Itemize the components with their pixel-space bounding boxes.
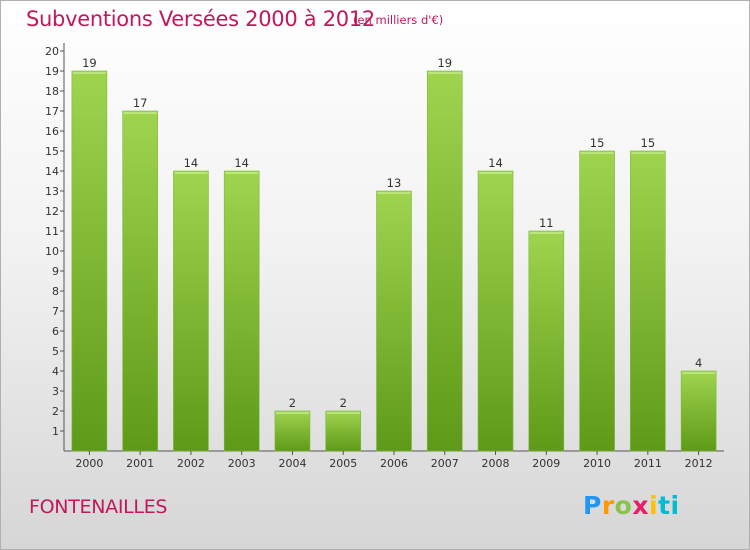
x-tick-label: 2001 xyxy=(126,457,154,470)
value-label: 11 xyxy=(539,216,554,230)
y-tick-label: 9 xyxy=(52,265,59,278)
y-tick-label: 17 xyxy=(45,105,59,118)
bar-highlight xyxy=(326,412,360,414)
y-tick-label: 5 xyxy=(52,345,59,358)
x-tick-label: 2012 xyxy=(685,457,713,470)
y-tick-label: 7 xyxy=(52,305,59,318)
y-tick-label: 14 xyxy=(45,165,59,178)
x-tick-label: 2005 xyxy=(329,457,357,470)
x-tick-label: 2002 xyxy=(177,457,205,470)
x-tick-label: 2003 xyxy=(228,457,256,470)
bar-2007 xyxy=(426,70,463,452)
bar-2011 xyxy=(630,150,666,452)
y-tick-label: 15 xyxy=(45,145,59,158)
value-label: 15 xyxy=(641,136,656,150)
y-tick-label: 13 xyxy=(45,185,59,198)
y-tick-label: 18 xyxy=(45,85,59,98)
bar-2002 xyxy=(173,170,209,452)
value-label: 14 xyxy=(488,156,503,170)
value-label: 13 xyxy=(387,176,402,190)
bar-highlight xyxy=(72,72,106,74)
x-tick-label: 2006 xyxy=(380,457,408,470)
place-name: FONTENAILLES xyxy=(29,496,168,518)
bar-2006 xyxy=(376,190,412,452)
x-tick-label: 2008 xyxy=(482,457,510,470)
value-label: 17 xyxy=(133,96,148,110)
bar-highlight xyxy=(479,172,513,174)
x-tick-label: 2007 xyxy=(431,457,459,470)
bar-2012 xyxy=(680,370,717,452)
value-label: 14 xyxy=(184,156,199,170)
value-label: 2 xyxy=(340,396,347,410)
bar-highlight xyxy=(225,172,259,174)
y-tick-label: 6 xyxy=(52,325,59,338)
value-label: 14 xyxy=(234,156,249,170)
bar-2004 xyxy=(274,410,311,452)
bar-highlight xyxy=(682,372,716,374)
bar-2005 xyxy=(325,410,362,452)
y-tick-label: 11 xyxy=(45,225,59,238)
bar-highlight xyxy=(123,112,157,114)
x-tick-label: 2010 xyxy=(583,457,611,470)
y-tick-label: 3 xyxy=(52,385,59,398)
y-tick-label: 10 xyxy=(45,245,59,258)
y-tick-label: 12 xyxy=(45,205,59,218)
bar-highlight xyxy=(580,152,614,154)
y-tick-label: 20 xyxy=(45,45,59,58)
bar-highlight xyxy=(631,152,665,154)
chart-title: Subventions Versées 2000 à 2012 xyxy=(26,7,375,31)
y-tick-label: 4 xyxy=(52,365,59,378)
bar-highlight xyxy=(428,72,462,74)
y-tick-label: 16 xyxy=(45,125,59,138)
y-tick-label: 8 xyxy=(52,285,59,298)
x-tick-label: 2004 xyxy=(278,457,306,470)
proxiti-logo: Proxiti xyxy=(583,491,680,520)
bar-highlight xyxy=(377,192,411,194)
chart-subtitle: (en milliers d'€) xyxy=(353,13,444,27)
value-label: 19 xyxy=(437,56,452,70)
bar-2000 xyxy=(71,70,108,452)
y-tick-label: 1 xyxy=(52,425,59,438)
bar-2010 xyxy=(579,150,615,452)
bar-highlight xyxy=(174,172,208,174)
value-label: 19 xyxy=(82,56,97,70)
x-tick-label: 2009 xyxy=(532,457,560,470)
bar-2009 xyxy=(528,230,565,452)
y-tick-label: 19 xyxy=(45,65,59,78)
bar-2001 xyxy=(122,110,158,452)
x-tick-label: 2011 xyxy=(634,457,662,470)
value-label: 2 xyxy=(289,396,296,410)
x-tick-label: 2000 xyxy=(75,457,103,470)
value-label: 4 xyxy=(695,356,702,370)
value-label: 15 xyxy=(590,136,605,150)
bar-2008 xyxy=(477,170,514,452)
bar-highlight xyxy=(275,412,309,414)
y-tick-label: 2 xyxy=(52,405,59,418)
bar-2003 xyxy=(223,170,260,452)
bar-highlight xyxy=(529,232,563,234)
